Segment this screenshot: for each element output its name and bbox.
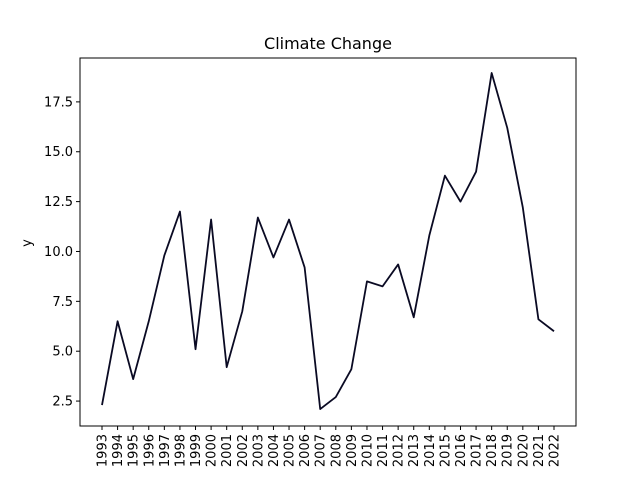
x-tick-label: 1998	[173, 434, 188, 467]
x-tick-label: 2001	[220, 434, 235, 467]
y-axis-label: y	[20, 239, 35, 247]
x-tick-label: 2009	[345, 434, 360, 467]
x-tick-label: 1997	[158, 434, 173, 467]
x-tick-label: 2018	[485, 434, 500, 467]
y-tick-label: 5.0	[52, 345, 73, 360]
series-line-1	[101, 72, 555, 410]
x-tick-label: 2004	[267, 434, 282, 467]
plot-frame	[79, 57, 577, 427]
x-tick-label: 2020	[516, 434, 531, 467]
x-tick-label: 2006	[298, 434, 313, 467]
y-tick-label: 15.0	[44, 145, 73, 160]
x-tick-label: 2008	[329, 434, 344, 467]
x-tick-label: 2015	[438, 434, 453, 467]
x-tick-label: 2010	[360, 434, 375, 467]
x-tick-label: 2021	[532, 434, 547, 467]
x-tick-label: 2013	[407, 434, 422, 467]
x-tick-label: 2011	[376, 434, 391, 467]
chart-title: Climate Change	[264, 34, 392, 53]
x-tick-label: 2019	[501, 434, 516, 467]
y-tick-label: 17.5	[44, 95, 73, 110]
x-tick-label: 2007	[314, 434, 329, 467]
x-tick-label: 2014	[423, 434, 438, 467]
x-tick-label: 2022	[548, 434, 563, 467]
x-tick-label: 2012	[392, 434, 407, 467]
x-tick-label: 1995	[127, 434, 142, 467]
x-tick-label: 2003	[251, 434, 266, 467]
x-tick-label: 1994	[111, 434, 126, 467]
y-tick-label: 2.5	[52, 395, 73, 410]
x-tick-label: 1993	[96, 434, 111, 467]
y-tick-label: 12.5	[44, 195, 73, 210]
x-tick-label: 2005	[283, 434, 298, 467]
x-tick-label: 2016	[454, 434, 469, 467]
y-tick-label: 10.0	[44, 245, 73, 260]
x-tick-label: 2000	[205, 434, 220, 467]
x-tick-label: 1999	[189, 434, 204, 467]
x-tick-label: 2002	[236, 434, 251, 467]
x-tick-label: 1996	[142, 434, 157, 467]
y-tick-label: 7.5	[52, 295, 73, 310]
x-tick-label: 2017	[470, 434, 485, 467]
